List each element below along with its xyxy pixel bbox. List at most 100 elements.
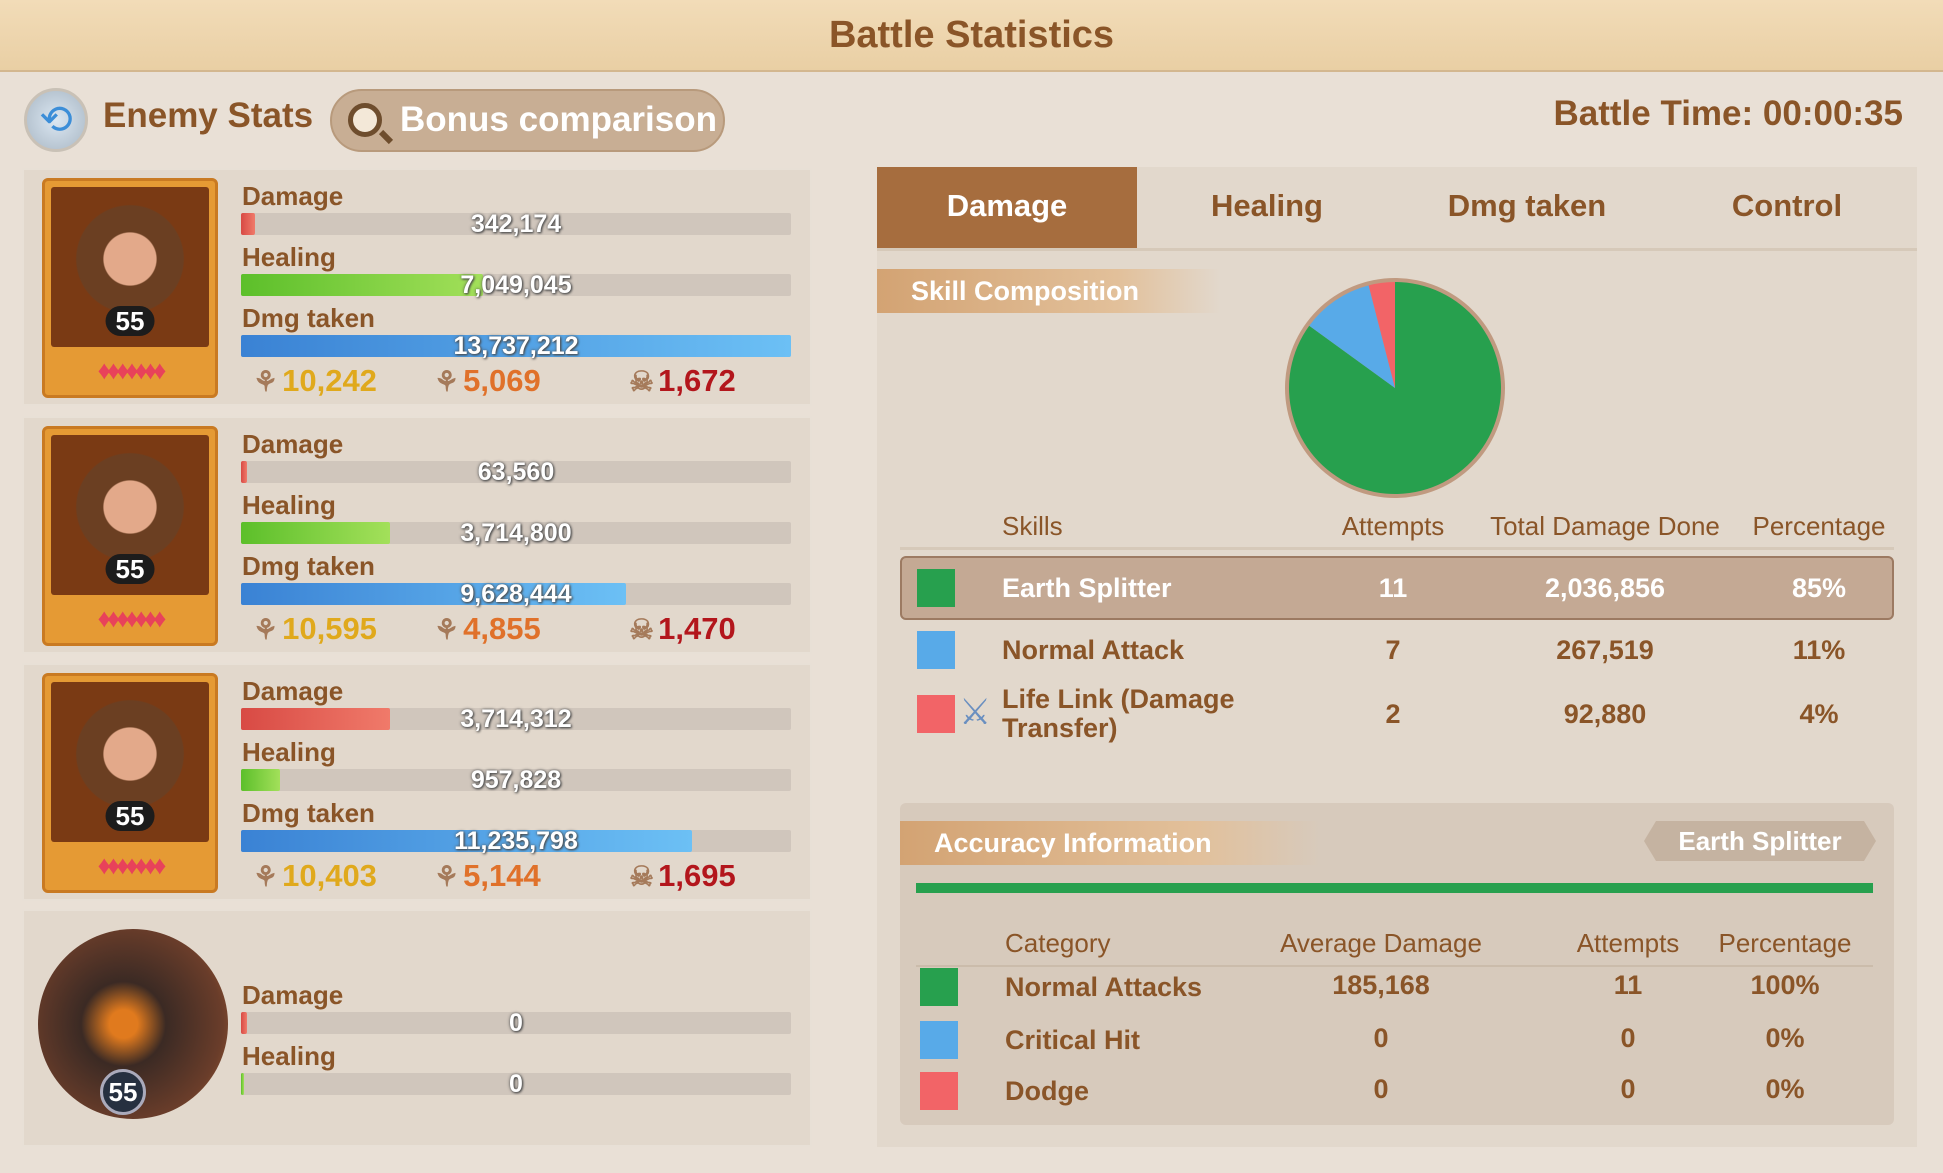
skill-pct: 4% — [1799, 699, 1839, 729]
battle-time: Battle Time: 00:00:35 — [1553, 94, 1903, 133]
damage-bar-fill — [241, 461, 247, 483]
accuracy-attempts: 0 — [1620, 1023, 1636, 1053]
healing-value: 7,049,045 — [460, 271, 572, 299]
tab-divider — [877, 248, 1917, 251]
tab-dmg-taken[interactable]: Dmg taken — [1447, 188, 1607, 223]
taken-label: Dmg taken — [242, 551, 375, 581]
healing-value: 0 — [509, 1070, 523, 1098]
troops-wounded-icon: ⚘ — [434, 614, 460, 645]
accuracy-avg: 0 — [1373, 1074, 1389, 1104]
damage-label: Damage — [242, 980, 344, 1010]
accuracy-skill-selector[interactable]: Earth Splitter — [1644, 821, 1876, 861]
damage-bar-fill — [241, 1012, 247, 1034]
tab-healing[interactable]: Healing — [1211, 188, 1323, 223]
col-total-damage: Total Damage Done — [1490, 511, 1720, 541]
taken-bar-fill — [241, 335, 791, 357]
accuracy-panel: Accuracy Information Earth Splitter Cate… — [900, 803, 1894, 1125]
healing-bar: 7,049,045 — [241, 271, 791, 299]
skill-attempts: 11 — [1378, 573, 1408, 603]
stat1-stat: ⚘ 10,242 — [253, 364, 377, 399]
skill-total: 2,036,856 — [1544, 573, 1666, 603]
tab-damage[interactable]: Damage — [877, 167, 1137, 248]
stat1-stat: ⚘ 10,403 — [253, 859, 377, 894]
healing-value: 957,828 — [470, 766, 562, 794]
hero-card[interactable]: 55 ♦♦♦♦♦♦♦ Damage 63,560 Healing 3,714,800 Dmg… — [22, 416, 812, 654]
troops-killed-icon: ⚘ — [253, 614, 279, 645]
tab-control[interactable]: Control — [1731, 188, 1843, 223]
selected-row-highlight[interactable] — [900, 556, 1894, 620]
stat-value: 10,595 — [282, 611, 377, 646]
switch-icon[interactable]: ⟲ — [24, 88, 88, 152]
healing-bar-fill — [241, 274, 483, 296]
category-name: Dodge — [1005, 1076, 1089, 1106]
category-name: Normal Attacks — [1005, 972, 1203, 1002]
skill-pct: 11% — [1792, 635, 1846, 665]
accuracy-attempts: 0 — [1620, 1074, 1636, 1104]
pie-slice-0 — [1289, 282, 1501, 495]
damage-label: Damage — [242, 181, 344, 211]
skill-pct: 85% — [1791, 573, 1847, 603]
col-skills: Skills — [1002, 511, 1063, 541]
sword-link-icon: ⚔ — [959, 691, 992, 732]
hero-card[interactable]: 55 ♦♦♦♦♦♦♦ Damage 342,174 Healing 7,049,045 Dm… — [22, 168, 812, 406]
healing-bar: 0 — [241, 1070, 791, 1098]
skill-total: 92,880 — [1563, 699, 1647, 729]
healing-label: Healing — [242, 490, 336, 520]
skill-pie-chart — [1285, 278, 1505, 498]
stat-value: 5,069 — [463, 363, 541, 398]
page-title: Battle Statistics — [0, 0, 1943, 72]
legend-swatch — [920, 1072, 958, 1110]
stat2-stat: ⚘ 5,069 — [434, 364, 541, 399]
taken-bar-fill — [241, 583, 626, 605]
healing-value: 3,714,800 — [460, 519, 572, 547]
stat1-stat: ⚘ 10,595 — [253, 612, 377, 647]
accuracy-attempts: 11 — [1613, 970, 1643, 1000]
hero-portrait: 55 ♦♦♦♦♦♦♦ — [42, 673, 218, 893]
damage-value: 3,714,312 — [460, 705, 572, 733]
skill-name: Normal Attack — [1002, 635, 1185, 665]
stats-panel: Damage Healing Dmg taken Control Skill C… — [877, 167, 1917, 1147]
taken-bar: 11,235,798 — [241, 829, 791, 854]
stat3-stat: ☠ 1,470 — [629, 612, 736, 647]
taken-bar: 13,737,212 — [241, 332, 791, 360]
healing-bar-fill — [241, 769, 280, 791]
skill-total: 267,519 — [1556, 635, 1654, 665]
healing-label: Healing — [242, 737, 336, 767]
level-badge: 55 — [105, 306, 155, 336]
accuracy-pct: 100% — [1750, 970, 1820, 1000]
hero-card[interactable]: 55 ♦♦♦♦♦♦♦ Damage 3,714,312 Healing 957,828 Dm… — [22, 663, 812, 901]
stat-value: 1,470 — [658, 611, 736, 646]
legend-swatch — [917, 569, 955, 607]
taken-value: 13,737,212 — [453, 332, 579, 360]
skill-attempts: 2 — [1385, 699, 1401, 729]
hero-card[interactable]: 55 Damage 0 Healing 0 — [22, 909, 812, 1147]
skill-name: Life Link (Damage Transfer) — [1002, 684, 1235, 743]
hero-portrait: 55 ♦♦♦♦♦♦♦ — [42, 426, 218, 646]
stat-value: 5,144 — [463, 858, 541, 893]
hero-portrait: 55 ♦♦♦♦♦♦♦ — [42, 178, 218, 398]
enemy-stats-label[interactable]: Enemy Stats — [103, 96, 314, 135]
legend-swatch — [920, 968, 958, 1006]
legend-swatch — [920, 1021, 958, 1059]
star-gems-icon: ♦♦♦♦♦♦♦ — [97, 850, 167, 880]
taken-value: 9,628,444 — [460, 580, 572, 608]
damage-bar: 0 — [241, 1011, 791, 1036]
skull-icon: ☠ — [629, 614, 655, 645]
skill-name: Earth Splitter — [1002, 573, 1172, 603]
skull-icon: ☠ — [629, 366, 655, 397]
healing-label: Healing — [242, 1041, 336, 1071]
taken-label: Dmg taken — [242, 798, 375, 828]
damage-bar: 342,174 — [241, 212, 791, 237]
damage-bar-fill — [241, 213, 255, 235]
troops-killed-icon: ⚘ — [253, 366, 279, 397]
col-average-damage: Average Damage — [1280, 928, 1482, 958]
accuracy-avg: 185,168 — [1332, 970, 1430, 1000]
stat-value: 1,672 — [658, 363, 736, 398]
stat3-stat: ☠ 1,672 — [629, 364, 736, 399]
stat3-stat: ☠ 1,695 — [629, 859, 736, 894]
pet-portrait: 55 — [38, 929, 228, 1119]
col-attempts: Attempts — [1341, 511, 1445, 541]
accuracy-pct: 0% — [1765, 1023, 1805, 1053]
healing-bar-fill — [241, 522, 390, 544]
bonus-comparison-button[interactable]: Bonus comparison — [330, 89, 725, 152]
